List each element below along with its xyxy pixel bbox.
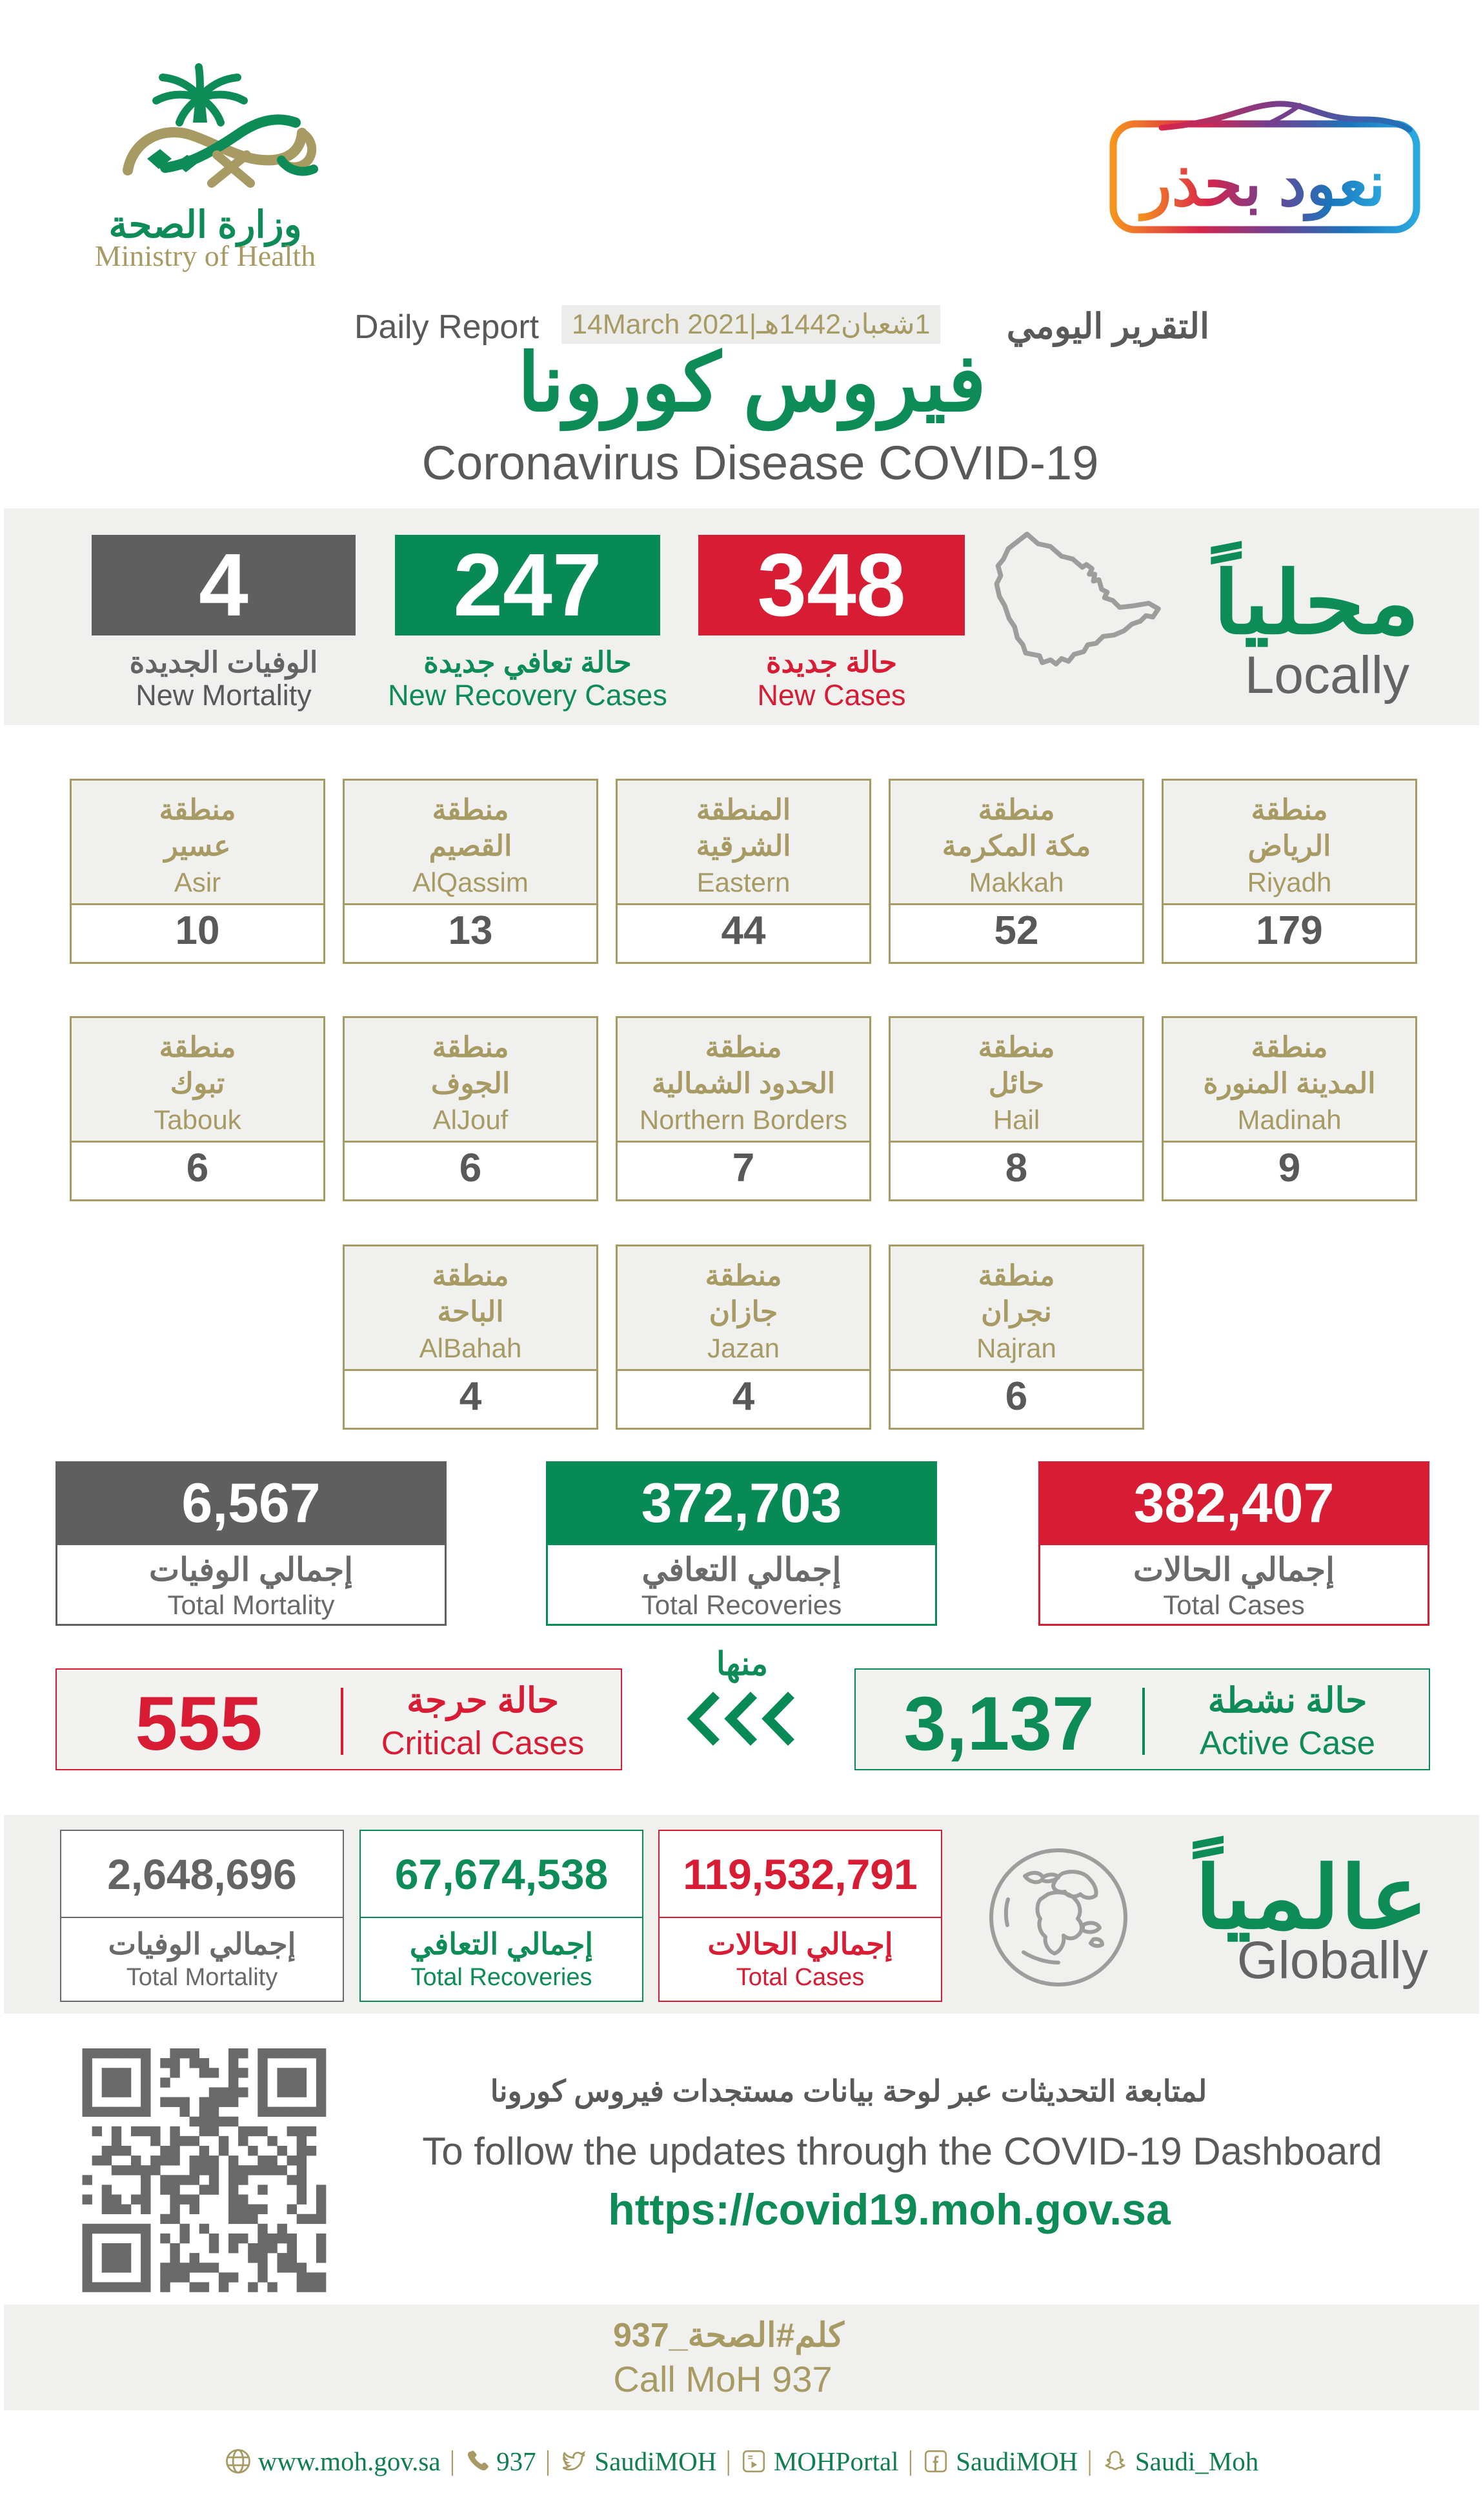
svg-text:نعود بحذر: نعود بحذر xyxy=(1138,150,1385,221)
